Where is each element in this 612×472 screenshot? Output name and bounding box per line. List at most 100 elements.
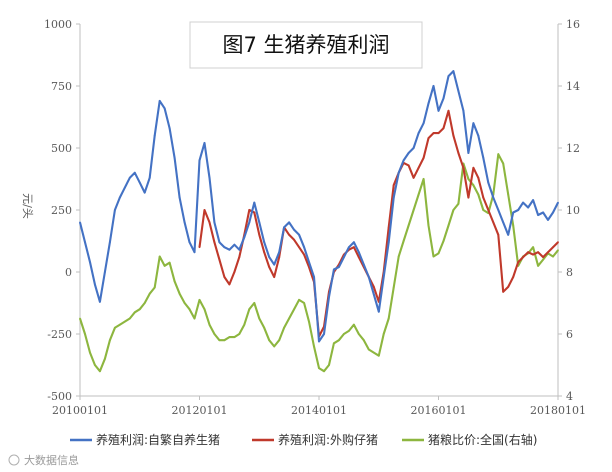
data-point bbox=[497, 153, 500, 156]
data-point bbox=[114, 326, 116, 329]
data-point bbox=[148, 176, 151, 179]
data-point bbox=[507, 193, 510, 196]
data-point bbox=[323, 370, 325, 373]
data-point bbox=[308, 320, 310, 323]
data-point bbox=[263, 241, 266, 244]
data-point bbox=[512, 224, 515, 227]
data-point bbox=[99, 370, 101, 373]
data-point bbox=[507, 233, 510, 236]
series-layer bbox=[78, 70, 559, 373]
data-point bbox=[163, 107, 166, 110]
data-point bbox=[492, 221, 495, 224]
y2-tick-label: 6 bbox=[566, 328, 573, 341]
data-point bbox=[168, 127, 171, 130]
data-point bbox=[143, 191, 146, 194]
y2-tick-label: 4 bbox=[566, 390, 573, 403]
data-point bbox=[532, 246, 534, 249]
data-point bbox=[467, 196, 470, 199]
data-point bbox=[457, 202, 460, 205]
data-point bbox=[432, 132, 435, 135]
y2-tick-label: 8 bbox=[566, 266, 573, 279]
data-point bbox=[193, 317, 196, 320]
data-point bbox=[109, 339, 111, 342]
data-point bbox=[377, 354, 380, 357]
data-point bbox=[288, 221, 290, 224]
data-point bbox=[377, 310, 380, 313]
data-point bbox=[367, 348, 370, 351]
data-point bbox=[238, 256, 241, 258]
x-tick-label: 20120101 bbox=[172, 404, 228, 417]
data-point bbox=[273, 276, 276, 278]
data-point bbox=[128, 317, 131, 320]
data-point bbox=[338, 339, 340, 342]
data-point bbox=[447, 109, 450, 112]
y2-tick-label: 14 bbox=[566, 80, 580, 93]
data-point bbox=[492, 196, 495, 199]
data-point bbox=[452, 134, 455, 137]
data-point bbox=[522, 201, 524, 204]
data-point bbox=[343, 333, 345, 335]
data-point bbox=[442, 127, 445, 130]
data-point bbox=[228, 283, 231, 286]
y2-tick-label: 16 bbox=[566, 18, 580, 31]
data-point bbox=[313, 276, 315, 278]
y-tick-label: 750 bbox=[51, 80, 72, 93]
legend: 养殖利润:自繁自养生猪 养殖利润:外购仔猪 猪粮比价:全国(右轴) bbox=[70, 432, 537, 447]
data-point bbox=[472, 184, 475, 187]
data-point bbox=[407, 164, 410, 167]
data-point bbox=[402, 159, 405, 162]
data-point bbox=[293, 228, 295, 231]
data-point bbox=[422, 157, 425, 159]
data-point bbox=[109, 241, 111, 244]
data-point bbox=[537, 251, 539, 254]
data-point bbox=[89, 261, 91, 263]
data-point bbox=[552, 211, 554, 214]
data-point bbox=[372, 293, 375, 296]
data-point bbox=[178, 292, 181, 295]
data-point bbox=[138, 181, 141, 184]
data-point bbox=[417, 166, 420, 169]
data-point bbox=[258, 233, 261, 236]
y2-tick-label: 12 bbox=[566, 142, 580, 155]
data-point bbox=[163, 264, 166, 267]
data-point bbox=[168, 261, 171, 264]
data-point bbox=[402, 240, 405, 242]
data-point bbox=[412, 147, 415, 149]
data-point bbox=[288, 317, 290, 320]
data-point bbox=[557, 249, 559, 252]
data-point bbox=[198, 299, 201, 301]
watermark-text: 大数据信息 bbox=[24, 453, 79, 467]
data-point bbox=[422, 122, 425, 125]
data-point bbox=[133, 311, 136, 314]
data-point bbox=[223, 246, 226, 249]
data-point bbox=[173, 157, 176, 159]
data-point bbox=[407, 224, 410, 227]
y-tick-label: -500 bbox=[47, 390, 72, 403]
data-point bbox=[467, 152, 470, 154]
data-point bbox=[308, 261, 310, 263]
data-point bbox=[447, 224, 450, 227]
data-point bbox=[532, 253, 534, 256]
chart-title-box: 图7 生猪养殖利润 bbox=[189, 21, 423, 69]
data-point bbox=[133, 171, 136, 174]
data-point bbox=[482, 157, 485, 159]
data-point bbox=[298, 246, 300, 249]
data-point bbox=[213, 241, 216, 244]
data-point bbox=[323, 333, 325, 335]
y2-tick-label: 10 bbox=[566, 204, 580, 217]
data-point bbox=[387, 226, 390, 229]
data-point bbox=[208, 176, 211, 179]
data-point bbox=[223, 339, 226, 342]
data-point bbox=[328, 364, 330, 366]
data-point bbox=[318, 367, 320, 369]
data-point bbox=[278, 251, 281, 254]
data-point bbox=[238, 248, 241, 251]
data-point bbox=[218, 258, 221, 261]
data-point bbox=[517, 261, 520, 263]
data-point bbox=[84, 333, 86, 335]
data-point bbox=[417, 132, 420, 135]
data-point bbox=[452, 70, 455, 72]
y-tick-label: -250 bbox=[47, 328, 72, 341]
data-point bbox=[278, 339, 281, 342]
data-point bbox=[89, 351, 91, 354]
